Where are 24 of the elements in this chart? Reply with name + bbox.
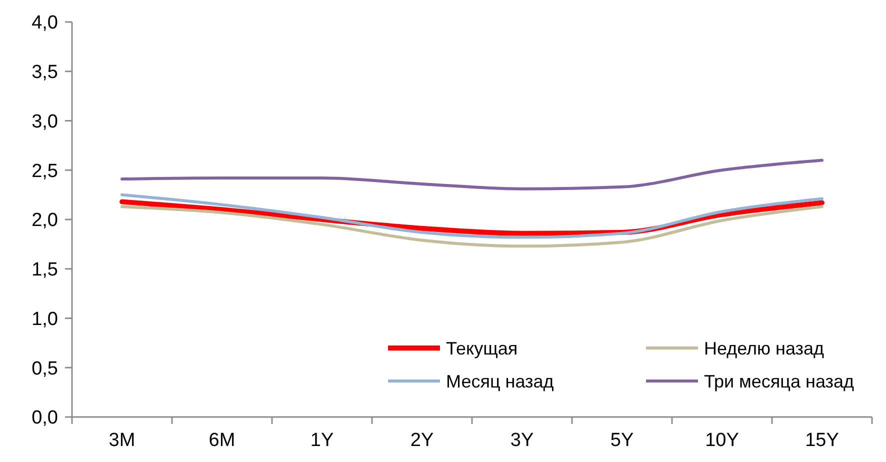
x-tick-label: 2Y (410, 430, 434, 451)
x-tick-label: 3Y (510, 430, 534, 451)
x-tick-label: 5Y (610, 430, 634, 451)
x-tick-label: 10Y (705, 430, 740, 451)
y-tick-label: 3,5 (32, 62, 58, 84)
x-tick-label: 15Y (805, 430, 840, 451)
line-series (120, 158, 824, 190)
y-tick-label: 1,0 (32, 308, 58, 330)
legend-label: Три месяца назад (704, 371, 855, 392)
y-tick-label: 2,0 (32, 210, 58, 232)
y-tick-label: 4,0 (32, 12, 58, 34)
x-tick-label: 1Y (310, 430, 334, 451)
x-tick-label: 6M (208, 430, 236, 451)
legend-label: Неделю назад (704, 338, 825, 358)
y-tick-label: 1,5 (32, 260, 58, 281)
y-tick-label: 3,0 (32, 111, 58, 132)
line-series (120, 193, 824, 239)
y-tick-label: 0,0 (32, 408, 58, 429)
legend-label: Текущая (446, 338, 518, 358)
line-series (120, 205, 824, 248)
legend-label: Месяц назад (446, 371, 554, 392)
x-tick-label: 3M (108, 430, 136, 451)
y-tick-label: 0,5 (32, 358, 58, 380)
y-tick-label: 2,5 (32, 160, 58, 182)
